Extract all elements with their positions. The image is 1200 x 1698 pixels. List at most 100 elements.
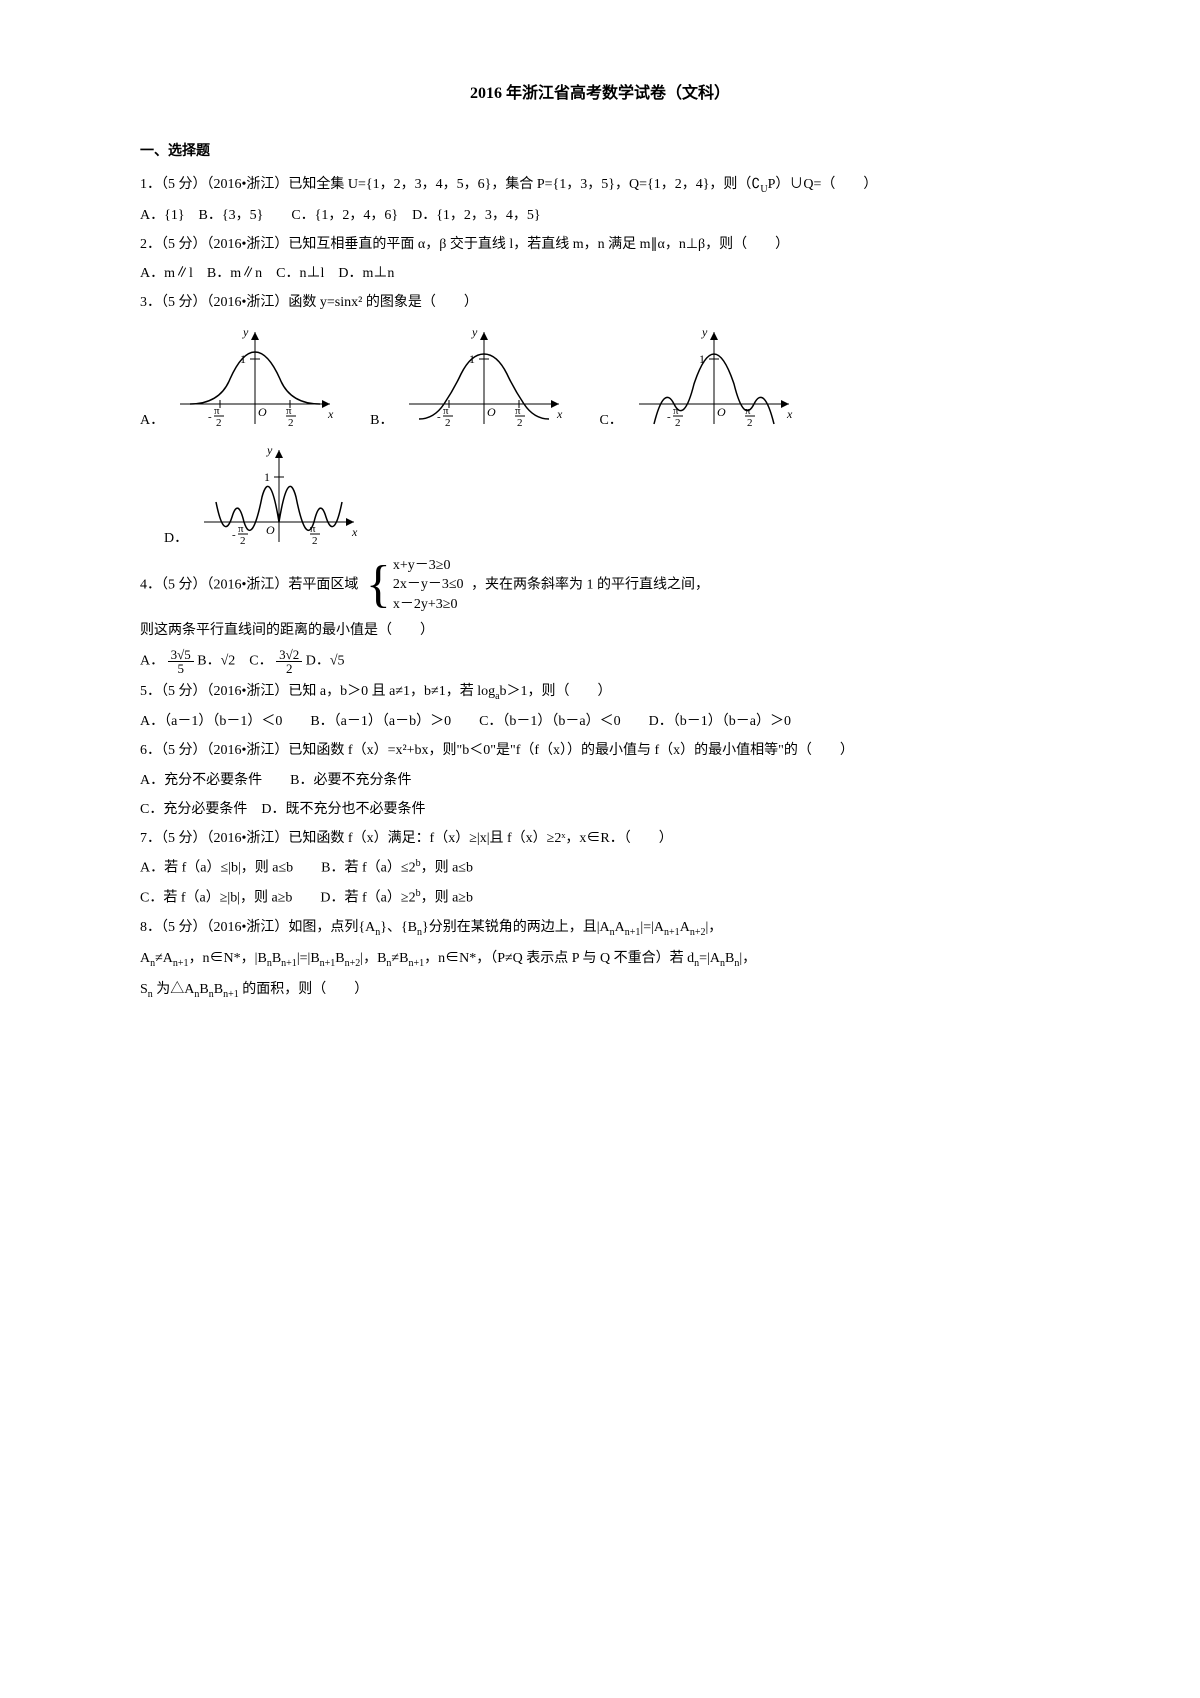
svg-text:y: y <box>471 325 478 339</box>
q8-t: B <box>199 982 208 997</box>
q8-t: |，B <box>360 951 386 966</box>
svg-text:-: - <box>208 411 212 423</box>
question-3: 3．（5 分）（2016•浙江）函数 y=sinx² 的图象是（ ） <box>140 290 1060 315</box>
q4-B: B．√2 C． <box>197 653 272 668</box>
q8-s: n+1 <box>664 927 680 938</box>
q1-stem2: P）∪Q=（ ） <box>768 177 878 192</box>
q2-options: A．m∥l B．m∥n C．n⊥l D．m⊥n <box>140 261 1060 286</box>
svg-text:π: π <box>286 405 292 417</box>
svg-text:2: 2 <box>747 417 753 429</box>
q4-C-frac: 3√2 2 <box>276 648 302 675</box>
q8-t: 8．（5 分）（2016•浙江）如图，点列{A <box>140 920 375 935</box>
graph-C: C． y x O 1 - π 2 π 2 <box>599 324 798 434</box>
page-title: 2016 年浙江省高考数学试卷（文科） <box>140 80 1060 109</box>
graph-D: D． y x O 1 - π 2 π 2 <box>164 442 364 552</box>
q8-t: |=|A <box>640 920 664 935</box>
q7-A-tail: ，则 a≤b <box>421 861 473 876</box>
q8-s: n+1 <box>281 958 297 969</box>
q8-s: n+2 <box>690 927 706 938</box>
q7-A: A．若 f（a）≤|b|，则 a≤b B．若 f（a）≤2 <box>140 861 416 876</box>
q8-t: |， <box>739 951 756 966</box>
svg-text:2: 2 <box>445 417 451 429</box>
q7-optsAB: A．若 f（a）≤|b|，则 a≤b B．若 f（a）≤2b，则 a≤b <box>140 855 1060 881</box>
svg-text:2: 2 <box>216 417 222 429</box>
svg-text:x: x <box>327 407 334 421</box>
q8-s: n+1 <box>320 958 336 969</box>
q8-t: }分别在某锐角的两边上，且|A <box>422 920 610 935</box>
svg-text:π: π <box>214 405 220 417</box>
q1-options: A．{1} B．{3，5} C．{1，2，4，6} D．{1，2，3，4，5} <box>140 203 1060 228</box>
q8-s: n+2 <box>345 958 361 969</box>
graph-C-svg: y x O 1 - π 2 π 2 <box>629 324 799 434</box>
q8-t: |， <box>705 920 722 935</box>
svg-text:2: 2 <box>517 417 523 429</box>
question-7: 7．（5 分）（2016•浙江）已知函数 f（x）满足：f（x）≥|x|且 f（… <box>140 826 1060 851</box>
q8-t: B <box>272 951 281 966</box>
left-brace-icon: { <box>366 559 391 611</box>
q4-sys-2: 2x－y－3≤0 <box>393 575 464 595</box>
q5-stem: 5．（5 分）（2016•浙江）已知 a，b＞0 且 a≠1，b≠1，若 log <box>140 684 495 699</box>
q4-D: D．√5 <box>306 653 345 668</box>
svg-text:2: 2 <box>240 535 246 547</box>
svg-text:2: 2 <box>288 417 294 429</box>
q8-s: n+1 <box>173 958 189 969</box>
svg-text:2: 2 <box>312 535 318 547</box>
question-6: 6．（5 分）（2016•浙江）已知函数 f（x）=x²+bx，则"b＜0"是"… <box>140 738 1060 763</box>
svg-text:-: - <box>232 529 236 541</box>
q8-t: B <box>725 951 734 966</box>
svg-text:x: x <box>556 407 563 421</box>
svg-text:-: - <box>667 411 671 423</box>
q7-C: C．若 f（a）≥|b|，则 a≥b D．若 f（a）≥2 <box>140 891 416 906</box>
q4-A-frac: 3√5 5 <box>168 648 194 675</box>
q3-graph-row-2: D． y x O 1 - π 2 π 2 <box>140 442 1060 552</box>
svg-text:y: y <box>266 443 273 457</box>
svg-text:O: O <box>258 405 267 419</box>
svg-text:π: π <box>238 523 244 535</box>
svg-text:y: y <box>242 325 249 339</box>
q8-s: n+1 <box>625 927 641 938</box>
q5-options: A．（a－1）（b－1）＜0 B．（a－1）（a－b）＞0 C．（b－1）（b－… <box>140 709 1060 734</box>
q7-optsCD: C．若 f（a）≥|b|，则 a≥b D．若 f（a）≥2b，则 a≥b <box>140 885 1060 911</box>
graph-A: A． y x O 1 - π 2 π 2 <box>140 324 340 434</box>
svg-text:y: y <box>701 325 708 339</box>
q4-A-pre: A． <box>140 653 164 668</box>
graph-A-svg: y x O 1 - π 2 π 2 <box>170 324 340 434</box>
q3-graph-row-1: A． y x O 1 - π 2 π 2 B． <box>140 324 1060 434</box>
q8-t: 为△A <box>153 982 195 997</box>
svg-text:O: O <box>487 405 496 419</box>
q4-C-den: 2 <box>276 662 302 675</box>
q8-t: ≠A <box>155 951 173 966</box>
q8-s: n+1 <box>408 958 424 969</box>
svg-text:O: O <box>266 523 275 537</box>
svg-text:O: O <box>717 405 726 419</box>
graph-C-label: C． <box>599 408 622 433</box>
svg-text:-: - <box>437 411 441 423</box>
question-2: 2．（5 分）（2016•浙江）已知互相垂直的平面 α，β 交于直线 l，若直线… <box>140 232 1060 257</box>
svg-text:π: π <box>443 405 449 417</box>
q4-sys-1: x+y－3≥0 <box>393 556 464 576</box>
q8-t: B <box>335 951 344 966</box>
question-8-l2: An≠An+1，n∈N*，|BnBn+1|=|Bn+1Bn+2|，Bn≠Bn+1… <box>140 946 1060 973</box>
q4-C-num: 3√2 <box>276 648 302 662</box>
q8-t: A <box>680 920 690 935</box>
graph-B: B． y x O 1 - π 2 π 2 <box>370 324 569 434</box>
q8-t: =|A <box>699 951 720 966</box>
q4-options: A． 3√5 5 B．√2 C． 3√2 2 D．√5 <box>140 648 1060 675</box>
q8-t: ，n∈N*，（P≠Q 表示点 P 与 Q 不重合）若 d <box>424 951 694 966</box>
section-heading: 一、选择题 <box>140 139 1060 164</box>
graph-D-label: D． <box>164 526 188 551</box>
q8-t: 的面积，则（ ） <box>239 982 369 997</box>
q7-C-tail: ，则 a≥b <box>421 891 473 906</box>
q8-t: A <box>615 920 625 935</box>
question-8-l3: Sn 为△AnBnBn+1 的面积，则（ ） <box>140 977 1060 1004</box>
question-1: 1．（5 分）（2016•浙江）已知全集 U={1，2，3，4，5，6}，集合 … <box>140 172 1060 199</box>
graph-A-label: A． <box>140 408 164 433</box>
q8-s: n+1 <box>223 988 239 999</box>
q4-line2: 则这两条平行直线间的距离的最小值是（ ） <box>140 618 1060 643</box>
q8-t: ，n∈N*，|B <box>189 951 267 966</box>
q5-stem2: b＞1，则（ ） <box>500 684 612 699</box>
q8-t: S <box>140 982 148 997</box>
q8-t: B <box>214 982 223 997</box>
q6-opts2: C．充分必要条件 D．既不充分也不必要条件 <box>140 797 1060 822</box>
q8-t: ≠B <box>391 951 408 966</box>
